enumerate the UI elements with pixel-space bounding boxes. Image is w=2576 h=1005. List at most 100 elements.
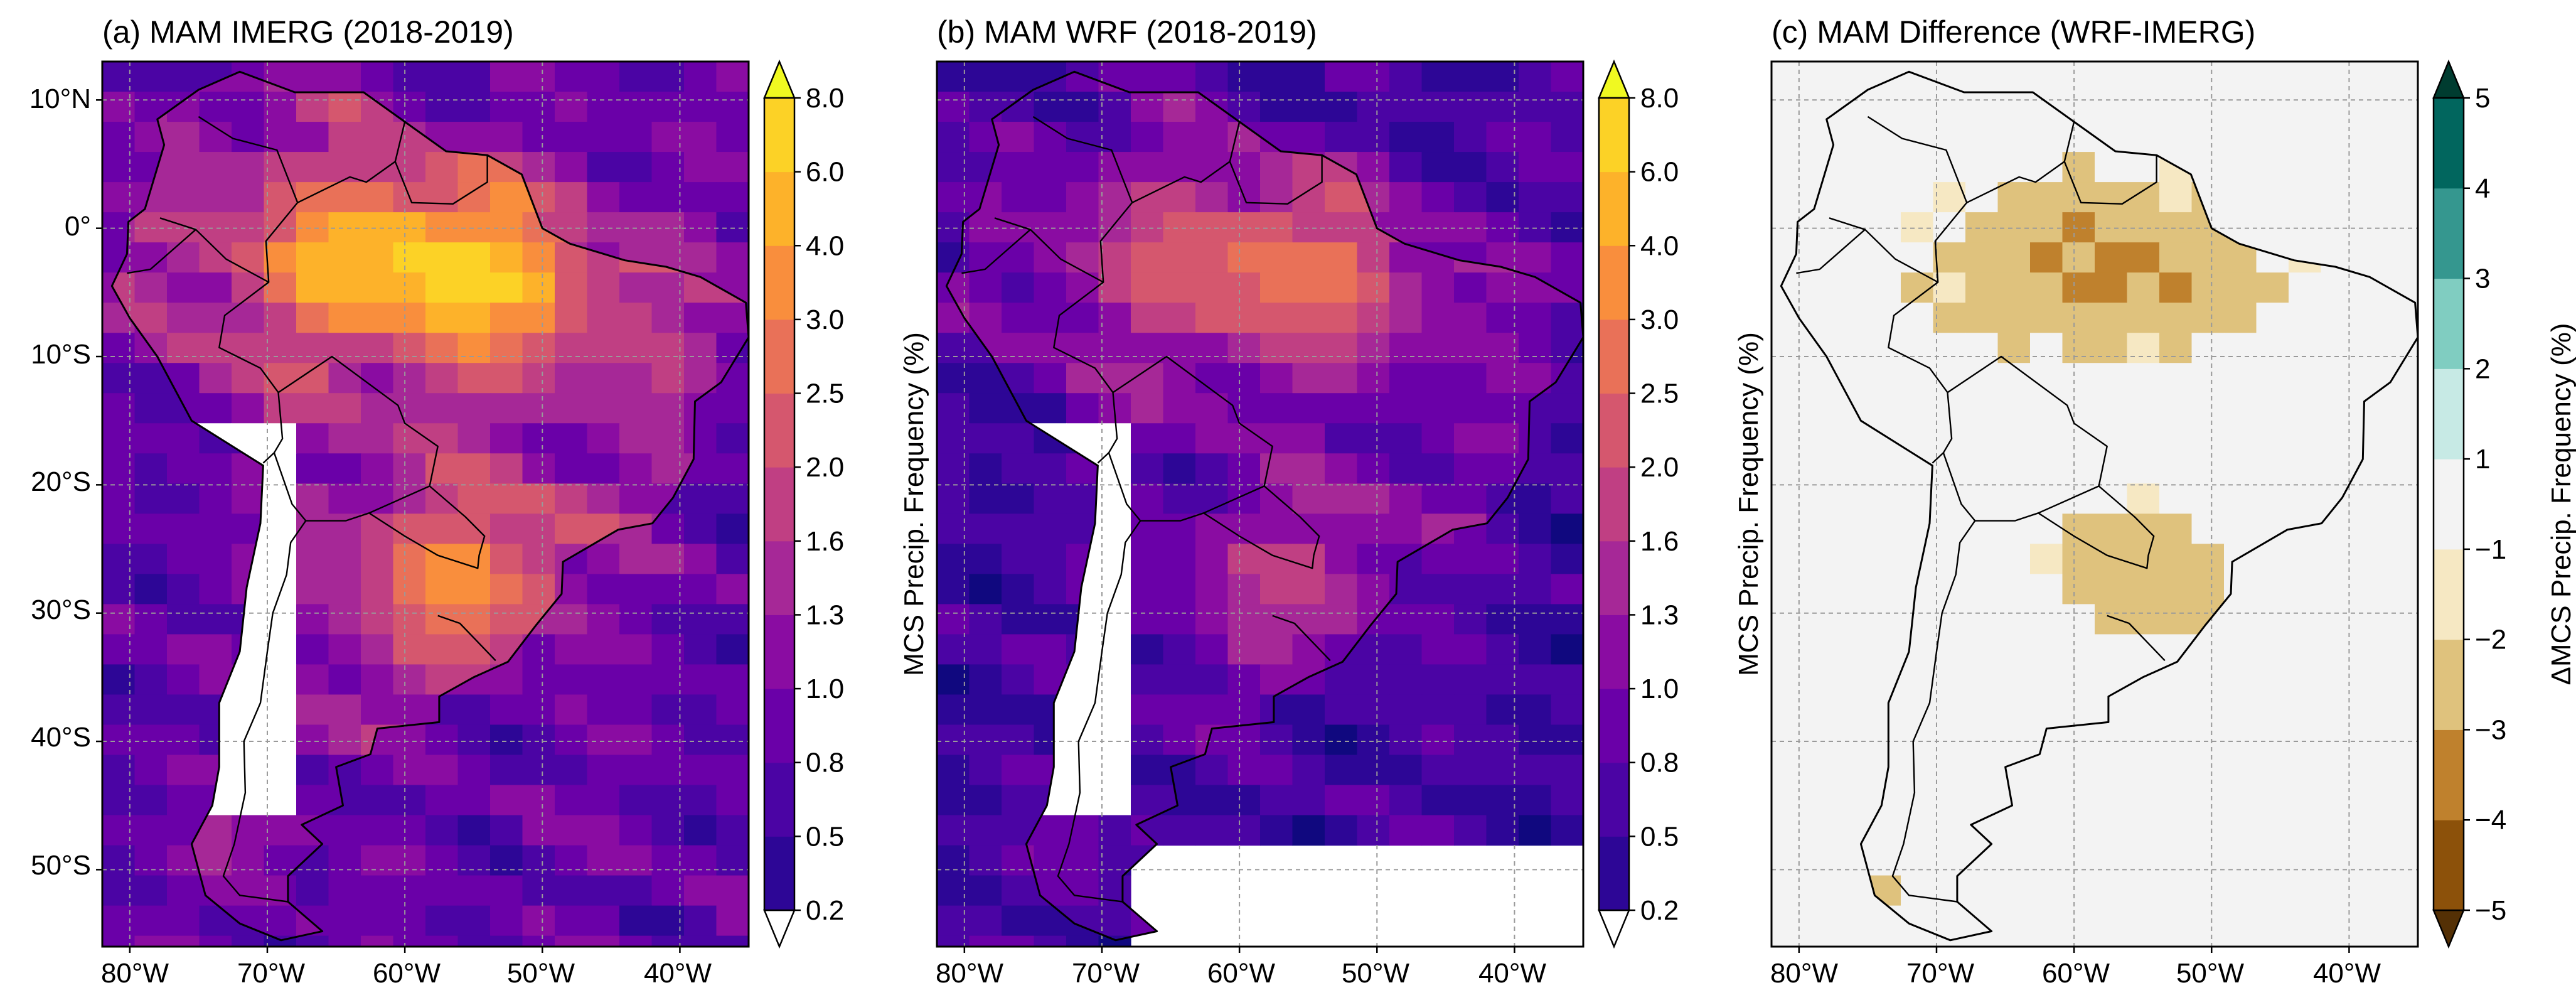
field-cell: [1901, 483, 1934, 514]
field-cell: [2224, 62, 2257, 92]
field-cell: [232, 152, 265, 183]
field-cell: [1551, 815, 1583, 846]
field-cell: [2256, 935, 2289, 947]
field-cell: [167, 513, 200, 544]
field-cell: [1421, 694, 1455, 726]
field-cell: [296, 574, 329, 605]
field-cell: [1034, 845, 1067, 876]
gridlines: [937, 62, 1583, 947]
field-cell: [1421, 62, 1455, 92]
field-cell: [1195, 574, 1229, 605]
field-cell: [361, 845, 394, 876]
field-cell: [1901, 212, 1934, 243]
field-cell: [296, 393, 329, 424]
field-cell: [2321, 453, 2354, 484]
field-cell: [2191, 92, 2225, 122]
country-border: [2107, 615, 2166, 662]
field-cell: [1804, 212, 1837, 243]
field-cell: [2191, 393, 2225, 424]
field-cell: [1965, 242, 1999, 273]
coastline: [945, 70, 1583, 942]
field-cell: [134, 724, 168, 756]
field-cell: [2321, 92, 2354, 122]
field-cell: [716, 935, 749, 947]
field-cell: [1098, 905, 1131, 937]
field-cell: [2353, 905, 2386, 937]
field-cell: [1131, 664, 1164, 696]
field-cell: [1131, 303, 1164, 333]
field-cell: [2030, 604, 2063, 635]
field-cell: [1034, 483, 1067, 514]
field-cell: [2062, 935, 2095, 947]
field-cell: [2256, 62, 2289, 92]
field-cell: [522, 62, 555, 92]
field-cell: [619, 92, 653, 122]
field-cell: [587, 483, 620, 514]
field-cell: [1131, 453, 1164, 484]
field-cell: [328, 333, 361, 363]
country-border: [437, 615, 496, 662]
colorbar-segment: [764, 540, 794, 615]
field-cell: [1002, 333, 1035, 363]
field-cell: [490, 815, 523, 846]
field-cell: [1454, 694, 1487, 726]
field-cell: [1002, 182, 1035, 213]
field-cell: [2385, 182, 2418, 213]
field-cell: [2289, 755, 2322, 786]
field-cell: [490, 664, 523, 696]
field-cell: [232, 182, 265, 213]
panel-a-map: [96, 60, 750, 953]
field-cell: [969, 574, 1002, 605]
field-cell: [2095, 875, 2128, 906]
field-cell: [134, 875, 168, 906]
field-cell: [1836, 152, 1869, 183]
field-cell: [2191, 664, 2225, 696]
field-cell: [2062, 303, 2095, 333]
field-cell: [393, 483, 426, 514]
field-cell: [1325, 303, 1358, 333]
field-cell: [296, 453, 329, 484]
field-cell: [1519, 755, 1552, 786]
field-cell: [651, 694, 685, 726]
field-cell: [1292, 483, 1325, 514]
field-cell: [684, 303, 717, 333]
field-cell: [2353, 152, 2386, 183]
field-cell: [490, 62, 523, 92]
field-cell: [1836, 755, 1869, 786]
field-cell: [2062, 845, 2095, 876]
field-cell: [1997, 664, 2031, 696]
field-cell: [587, 182, 620, 213]
field-cell: [1965, 574, 1999, 605]
field-cell: [1901, 333, 1934, 363]
field-cell: [1836, 483, 1869, 514]
field-cell: [2224, 182, 2257, 213]
field-cell: [619, 544, 653, 574]
field-cell: [1260, 544, 1293, 574]
colorbar-tick-label: 0.8: [1640, 748, 1679, 778]
field-cell: [1002, 785, 1035, 816]
field-cell: [296, 272, 329, 303]
field-cell: [2030, 574, 2063, 605]
field-cell: [167, 544, 200, 574]
field-cell: [555, 634, 588, 665]
field-cell: [328, 212, 361, 243]
field-cell: [1868, 574, 1901, 605]
field-cell: [425, 905, 459, 937]
field-cell: [393, 815, 426, 846]
field-cell: [1227, 303, 1261, 333]
field-cell: [2385, 152, 2418, 183]
field-cell: [1965, 423, 1999, 454]
field-cell: [328, 694, 361, 726]
field-cell: [587, 935, 620, 947]
field-cell: [1389, 483, 1423, 514]
field-cell: [1551, 604, 1583, 635]
field-cell: [2385, 303, 2418, 333]
coastline: [1780, 70, 2418, 942]
field-cell: [2289, 333, 2322, 363]
field-cell: [1519, 815, 1552, 846]
field-cell: [1260, 815, 1293, 846]
field-cell: [555, 393, 588, 424]
field-cell: [2256, 453, 2289, 484]
field-cell: [2224, 724, 2257, 756]
field-cell: [2321, 815, 2354, 846]
